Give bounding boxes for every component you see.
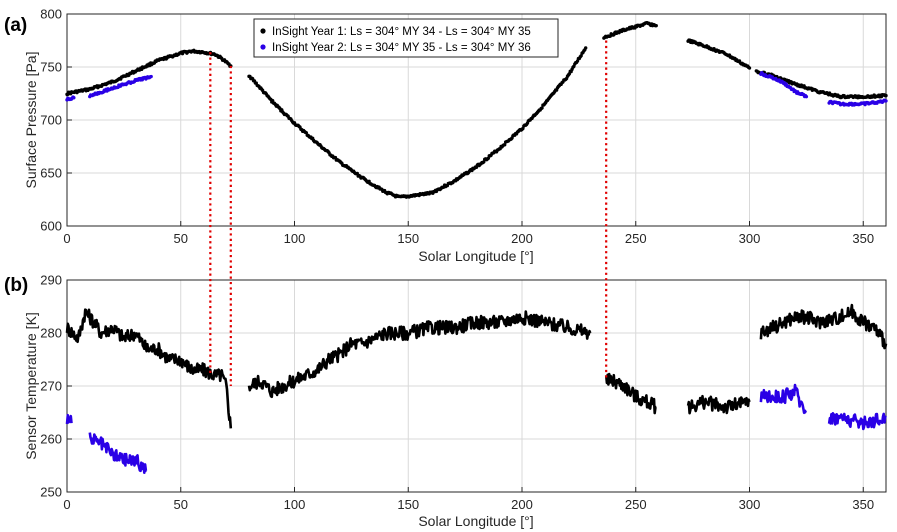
temperature-y-tick-label: 290 [40,273,62,288]
pressure-x-tick-label: 150 [397,231,419,246]
temperature-x-tick-label: 150 [397,497,419,512]
pressure-year1-point [584,46,588,50]
temperature-y-axis-label: Sensor Temperature [K] [23,312,39,460]
temperature-y-tick-label: 250 [40,485,62,500]
pressure-year1-point [654,23,658,28]
pressure-year1-point [503,143,507,147]
temperature-panel: 0 50 100 150 200 250 300 350 250 260 270 280 290 (b)… [4,273,888,529]
pressure-year1-point [579,54,583,58]
pressure-panel: 0 50 100 150 200 250 300 350 600 650 700 750 800 (a)… [4,7,888,264]
pressure-year2-point [149,74,153,79]
legend-box [253,18,559,58]
pressure-year2-point [804,94,809,99]
temperature-y-tick-label: 270 [40,379,62,394]
temperature-x-tick-label: 350 [852,497,874,512]
pressure-year2-segment [88,74,153,99]
pressure-y-tick-label: 600 [40,219,62,234]
pressure-year1-point [884,93,888,98]
pressure-year2-segment [827,98,888,107]
pressure-x-tick-label: 0 [63,231,70,246]
temperature-x-tick-label: 250 [625,497,647,512]
temperature-x-axis-label: Solar Longitude [°] [418,513,533,529]
temperature-x-tick-label: 200 [511,497,533,512]
pressure-year2-point [884,99,888,103]
legend-marker-year2 [260,44,266,50]
pressure-year1-segment [754,69,888,100]
pressure-x-tick-label: 250 [625,231,647,246]
legend-label-year1: InSight Year 1: Ls = 304° MY 34 - Ls = 3… [272,26,531,38]
temperature-year2-trace [65,413,73,425]
temperature-ticks: 0 50 100 150 200 250 300 350 250 260 270 280 290 [40,273,874,513]
temperature-year1-trace [604,372,657,415]
pressure-year1-segment [686,38,752,70]
temperature-year2-trace [827,412,887,431]
temperature-x-tick-label: 100 [284,497,306,512]
pressure-x-tick-label: 300 [739,231,761,246]
pressure-year2-segment [759,71,809,99]
pressure-y-tick-label: 700 [40,113,62,128]
pressure-year1-segment [65,48,233,97]
temperature-x-tick-label: 300 [739,497,761,512]
season-marker-lines [209,40,608,386]
legend-marker-year1 [260,28,266,34]
pressure-y-tick-label: 650 [40,166,62,181]
pressure-y-tick-label: 800 [40,7,62,22]
temperature-y-tick-label: 260 [40,432,62,447]
pressure-year1-point [747,66,752,70]
temperature-x-tick-label: 0 [63,497,70,512]
pressure-x-tick-label: 200 [511,231,533,246]
temperature-year1-trace [759,303,888,350]
temperature-year2-trace [88,432,148,474]
pressure-ticks: 0 50 100 150 200 250 300 350 600 650 700 750 800 [40,7,874,247]
panel-label-a: (a) [4,15,27,36]
pressure-year1-point [482,160,486,164]
temperature-grid [66,279,886,493]
temperature-year1-trace [65,308,233,429]
temperature-year2-trace [759,383,807,415]
pressure-year1-point [540,106,544,110]
pressure-year2-segment [65,95,76,102]
temperature-x-tick-label: 50 [174,497,188,512]
pressure-x-axis-label: Solar Longitude [°] [418,248,533,264]
pressure-y-tick-label: 750 [40,60,62,75]
panel-label-b: (b) [4,275,28,296]
pressure-data [65,21,888,199]
temperature-year1-trace [247,310,592,399]
pressure-x-tick-label: 100 [284,231,306,246]
pressure-y-axis-label: Surface Pressure [Pa] [23,52,39,189]
pressure-year1-segment [247,46,588,199]
legend: InSight Year 1: Ls = 304° MY 34 - Ls = 3… [253,18,559,58]
pressure-x-tick-label: 50 [174,231,188,246]
pressure-year1-segment [602,21,658,40]
legend-label-year2: InSight Year 2: Ls = 304° MY 35 - Ls = 3… [272,42,531,54]
temperature-data [65,303,888,474]
pressure-year2-point [72,96,76,100]
pressure-x-tick-label: 350 [852,231,874,246]
temperature-year1-trace [686,394,751,415]
temperature-y-tick-label: 280 [40,326,62,341]
